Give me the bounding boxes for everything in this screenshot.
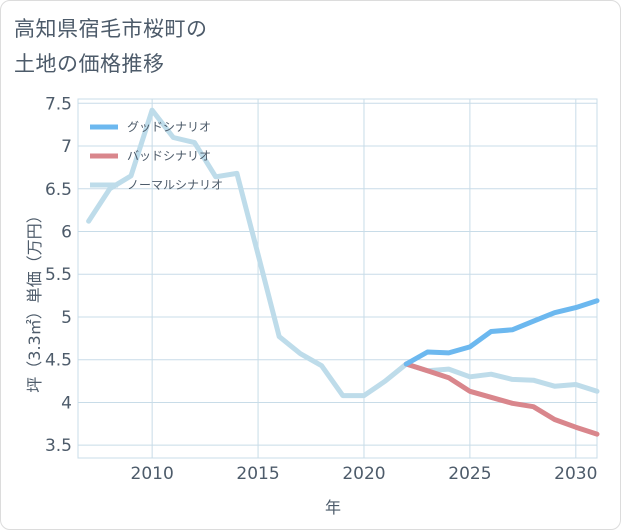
y-tick-label: 4.5 [45,351,72,371]
legend-label-bad: バッドシナリオ [127,149,211,163]
legend-label-normal: ノーマルシナリオ [127,178,223,192]
series-line-good [403,298,600,367]
y-tick-label: 5 [61,308,72,328]
legend-label-good: グッドシナリオ [127,120,211,134]
tick-labels: 3.5 4 4.5 5 5.5 6 6.5 7 7.5 2010 2015 2020 2025 2030 [45,94,597,484]
series-lines [86,107,600,437]
y-tick-label: 4 [61,393,72,413]
x-tick-label: 2025 [448,464,491,484]
x-tick-label: 2020 [342,464,385,484]
x-axis-title: 年 [325,498,341,517]
y-tick-label: 6.5 [45,180,72,200]
chart-title: 高知県宿毛市桜町の 土地の価格推移 [14,17,208,76]
y-tick-label: 6 [61,222,72,242]
y-tick-label: 7 [61,137,72,157]
x-tick-label: 2010 [131,464,174,484]
x-tick-label: 2015 [236,464,279,484]
plot-border [77,98,598,459]
y-tick-label: 3.5 [45,436,72,456]
series-line-bad [403,361,600,437]
y-tick-label: 5.5 [45,265,72,285]
series-line-normal [86,107,600,399]
y-tick-label: 7.5 [45,94,72,114]
x-tick-label: 2030 [554,464,597,484]
y-axis-title: 坪（3.3㎡）単価（万円） [25,207,44,392]
